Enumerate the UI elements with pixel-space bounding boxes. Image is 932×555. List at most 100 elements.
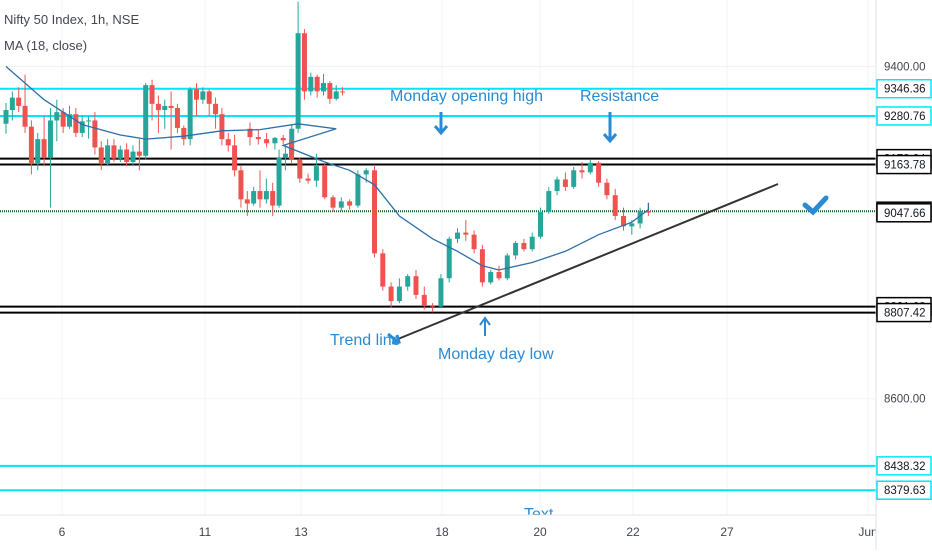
candle-body [194,89,199,100]
candle-body [257,191,263,200]
price-label: 8379.63 [884,485,926,497]
candle-body [174,107,180,128]
candle-body [3,110,9,124]
candle-body [54,112,60,121]
candle-body [546,191,552,212]
trend-line [397,183,779,340]
candle-body [60,112,66,127]
y-tick-label: 9400.00 [884,61,926,73]
candle-body [255,137,261,140]
price-label-box [876,456,932,476]
x-axis: 6 11 13 18 20 22 27 Jun [0,514,932,550]
candle-body [388,286,394,302]
candle-body [232,145,238,171]
x-axis-background [0,515,932,550]
candle-body [372,170,377,254]
candle-body [98,147,104,165]
price-label: 9163.78 [884,160,926,172]
candle-body [28,126,34,165]
candle-body [67,114,72,127]
candle-body [247,128,253,138]
candle-body [22,105,28,127]
candle-body [225,139,231,146]
price-label-box [876,78,932,99]
candle-body [562,179,568,187]
candle-body [571,170,577,187]
candle-body [272,137,278,144]
candle-body [41,139,47,158]
symbol-title: Nifty 50 Index, 1h, NSE [4,12,140,27]
grid-layer [0,0,876,515]
candle-body [276,157,282,206]
candle-body [413,276,419,295]
candle-body [168,105,174,108]
candle-body [47,120,53,158]
horizontal-levels [0,87,876,492]
label-resistance: Resistance [580,88,659,105]
candle-body [79,121,85,133]
candle-body [313,166,319,181]
x-tick-label: 20 [533,525,547,539]
label-monday-day-low: Monday day low [438,346,554,363]
price-label: 9280.76 [884,111,926,123]
price-label: 8438.32 [884,461,926,473]
candle-body [463,232,469,235]
candle-body [488,272,494,283]
candle-body [297,159,303,179]
candle-body [35,139,41,165]
candle-body [136,151,142,156]
candle-body [645,210,651,213]
label-monday-opening-high: Monday opening high [390,88,543,105]
candle-body [629,223,635,227]
candle-body [327,83,333,99]
candle-body [282,153,288,158]
candle-body [206,91,212,104]
candle-body [238,170,244,200]
candle-body [149,85,155,104]
candle-body [471,234,477,250]
x-tick-label: 18 [435,525,449,539]
candle-body [16,97,22,106]
candle-body [587,162,593,173]
arrow-trend-line [387,332,401,345]
y-axis: 9400.008600.009346.369280.769178.049163.… [875,0,932,550]
x-tick-label: 27 [720,525,734,539]
candle-body [181,127,187,140]
price-label-box [876,302,932,323]
ma-indicator-label: MA (18, close) [4,38,88,53]
candle-body [333,91,339,99]
candle-body [187,89,193,140]
candle-body [322,166,328,198]
candle-body [280,137,286,141]
candle-body [264,139,270,144]
candle-body [538,211,543,237]
candle-body [621,215,626,227]
candle-body [305,178,311,181]
candle-body [124,149,130,162]
candle-body [363,170,369,175]
price-label: 9346.36 [884,84,926,96]
candle-body [455,232,460,239]
x-tick-label: 6 [59,525,66,539]
label-trend-line: Trend line [330,332,401,349]
x-tick-label: 11 [199,525,212,539]
candle-body [111,145,117,159]
price-label: 9047.66 [884,208,926,220]
candle-body [330,197,336,208]
candle-body [105,145,111,165]
candle-body [117,149,123,159]
x-tick-label: 22 [626,525,640,539]
candle-body [396,286,402,302]
ma-line [5,66,650,271]
candle-body [347,201,353,206]
candle-body [521,242,527,250]
x-tick-label: Jun [858,525,877,539]
price-label-box [876,106,932,126]
candle-body [554,179,560,192]
candle-body [604,182,610,196]
moving-average [5,66,650,271]
candle-body [513,242,519,256]
candle-body [405,276,411,287]
candle-body [86,120,92,122]
